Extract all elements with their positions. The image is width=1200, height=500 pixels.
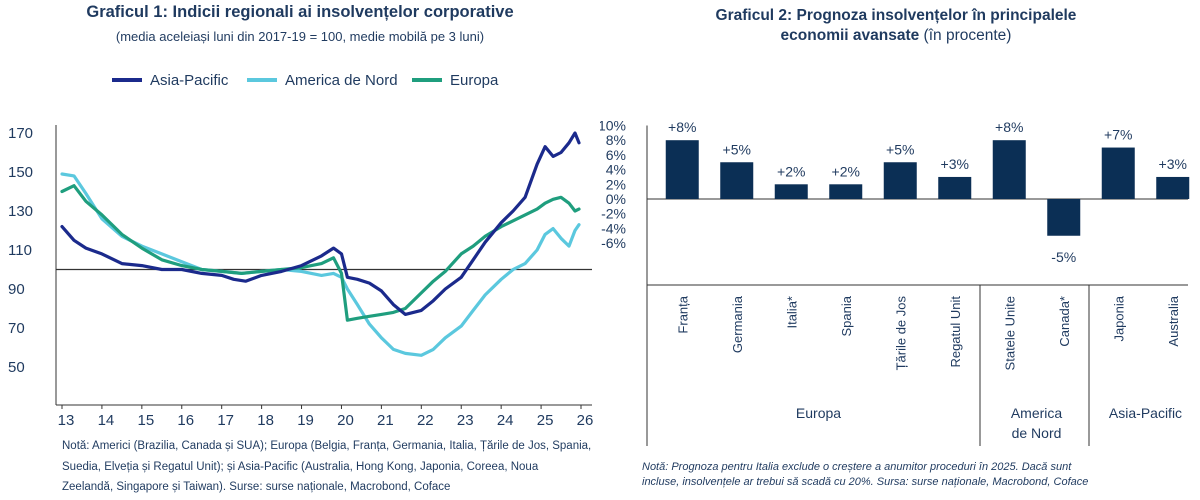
bar-value-label: +8%	[995, 119, 1023, 135]
x-tick-label: 24	[497, 412, 514, 429]
chart2-title-suffix: (în procente)	[919, 27, 1011, 44]
chart1-note: Notă: Americi (Brazilia, Canada și SUA);…	[62, 440, 591, 493]
chart1-legend: Asia-Pacific America de Nord Europa	[112, 72, 499, 89]
y-tick-label: 170	[8, 125, 33, 142]
y-tick-label: 50	[8, 359, 25, 376]
series-line-asia-pacific	[60, 131, 581, 316]
bar	[1101, 147, 1135, 199]
bar	[883, 162, 917, 199]
bar	[1047, 199, 1081, 236]
bar	[1156, 176, 1190, 199]
y-tick-label: -6%	[601, 235, 626, 251]
group-label: Europa	[796, 405, 841, 421]
category-label: Franța	[675, 295, 690, 333]
y-tick-label: 70	[8, 320, 25, 337]
chart1-plot-area	[60, 131, 581, 357]
chart1-subtitle: (media aceleiași luni din 2017-19 = 100,…	[116, 29, 484, 44]
x-tick-label: 19	[297, 412, 314, 429]
y-tick-label: 6%	[606, 147, 626, 163]
chart1-y-axis: 50 70 90 110 130 150 170	[8, 125, 592, 405]
regional-insolvency-index-chart: Graficul 1: Indicii regionali ai insolve…	[8, 3, 594, 493]
legend-label: America de Nord	[285, 72, 398, 89]
chart2-note-line: incluse, insolvențele ar trebui să scadă…	[642, 476, 1088, 488]
category-label: Japonia	[1111, 295, 1126, 341]
bar-value-label: +5%	[723, 141, 751, 157]
chart2-y-axis: 10%8%6%4%2%0%-2%-4%-6%	[600, 118, 1188, 446]
bar-value-label: +5%	[886, 141, 914, 157]
chart2-note-line: Notă: Prognoza pentru Italia exclude o c…	[642, 461, 1072, 473]
chart1-note-line: Suedia, Elveția și Regatul Unit); și Asi…	[62, 461, 539, 473]
y-tick-label: -2%	[601, 206, 626, 222]
y-tick-label: 8%	[606, 132, 626, 148]
group-label: Asia-Pacific	[1109, 405, 1182, 421]
series-line-europa	[60, 184, 581, 322]
x-tick-label: 25	[537, 412, 554, 429]
insolvency-forecast-chart: Graficul 2: Prognoza insolvențelor în pr…	[600, 7, 1190, 488]
y-tick-label: 110	[8, 242, 32, 259]
bar	[665, 140, 699, 199]
y-tick-label: -4%	[601, 220, 626, 236]
category-label: Spania	[839, 295, 854, 336]
bar-value-label: +3%	[941, 156, 969, 172]
chart1-title: Graficul 1: Indicii regionali ai insolve…	[86, 3, 513, 21]
chart1-note-line: Notă: Americi (Brazilia, Canada și SUA);…	[62, 440, 591, 452]
bar-value-label: +8%	[668, 119, 696, 135]
category-label: Statele Unite	[1002, 296, 1017, 370]
category-label: Regatul Unit	[948, 296, 963, 368]
bar	[938, 176, 972, 199]
chart1-x-axis: 13 14 15 16 17 18 19 20 21 22 23 24 25 26	[56, 404, 594, 429]
x-tick-label: 18	[257, 412, 274, 429]
y-tick-label: 10%	[600, 118, 626, 134]
chart2-title-main: economii avansate	[781, 27, 920, 44]
category-label: Australia	[1166, 295, 1181, 346]
x-tick-label: 20	[337, 412, 354, 429]
bar	[992, 140, 1026, 199]
legend-label: Europa	[450, 72, 499, 89]
x-tick-label: 23	[457, 412, 474, 429]
x-tick-label: 26	[577, 412, 594, 429]
category-label: Italia*	[784, 296, 799, 329]
bar-value-label: +3%	[1159, 156, 1187, 172]
y-tick-label: 0%	[606, 191, 626, 207]
x-tick-label: 22	[417, 412, 434, 429]
y-tick-label: 130	[8, 203, 33, 220]
group-label: de Nord	[1012, 425, 1062, 441]
bar-value-label: +7%	[1104, 127, 1132, 143]
x-tick-label: 16	[177, 412, 194, 429]
bar	[774, 184, 808, 199]
x-tick-label: 13	[58, 412, 75, 429]
bar	[720, 162, 754, 199]
y-tick-label: 150	[8, 164, 33, 181]
chart2-note: Notă: Prognoza pentru Italia exclude o c…	[642, 461, 1088, 488]
category-label: Țările de Jos	[893, 296, 908, 371]
chart1-note-line: Zeelandă, Singapore și Taiwan). Surse: s…	[62, 481, 450, 493]
legend-label: Asia-Pacific	[150, 72, 229, 89]
category-label: Germania	[730, 295, 745, 353]
x-tick-label: 14	[98, 412, 115, 429]
x-tick-label: 15	[137, 412, 154, 429]
y-tick-label: 90	[8, 281, 25, 298]
chart2-plot-area: +8% +5% +2% +2% +5% +3% +8% -5% +7% +3%	[665, 119, 1190, 265]
x-tick-label: 21	[377, 412, 394, 429]
x-tick-label: 17	[217, 412, 234, 429]
y-tick-label: 4%	[606, 162, 626, 178]
bar-value-label: +2%	[777, 163, 805, 179]
chart2-category-axis: Franța Germania Italia* Spania Țările de Jos…	[647, 284, 1188, 446]
y-tick-label: 2%	[606, 176, 626, 192]
category-label: Canada*	[1057, 296, 1072, 347]
series-line-america-de-nord	[60, 172, 581, 357]
bar	[829, 184, 863, 199]
chart2-title-line: economii avansate (în procente)	[781, 27, 1012, 44]
bar-value-label: -5%	[1051, 249, 1076, 265]
bar-value-label: +2%	[832, 163, 860, 179]
chart2-title-line: Graficul 2: Prognoza insolvențelor în pr…	[716, 7, 1077, 24]
group-label: America	[1011, 405, 1063, 421]
